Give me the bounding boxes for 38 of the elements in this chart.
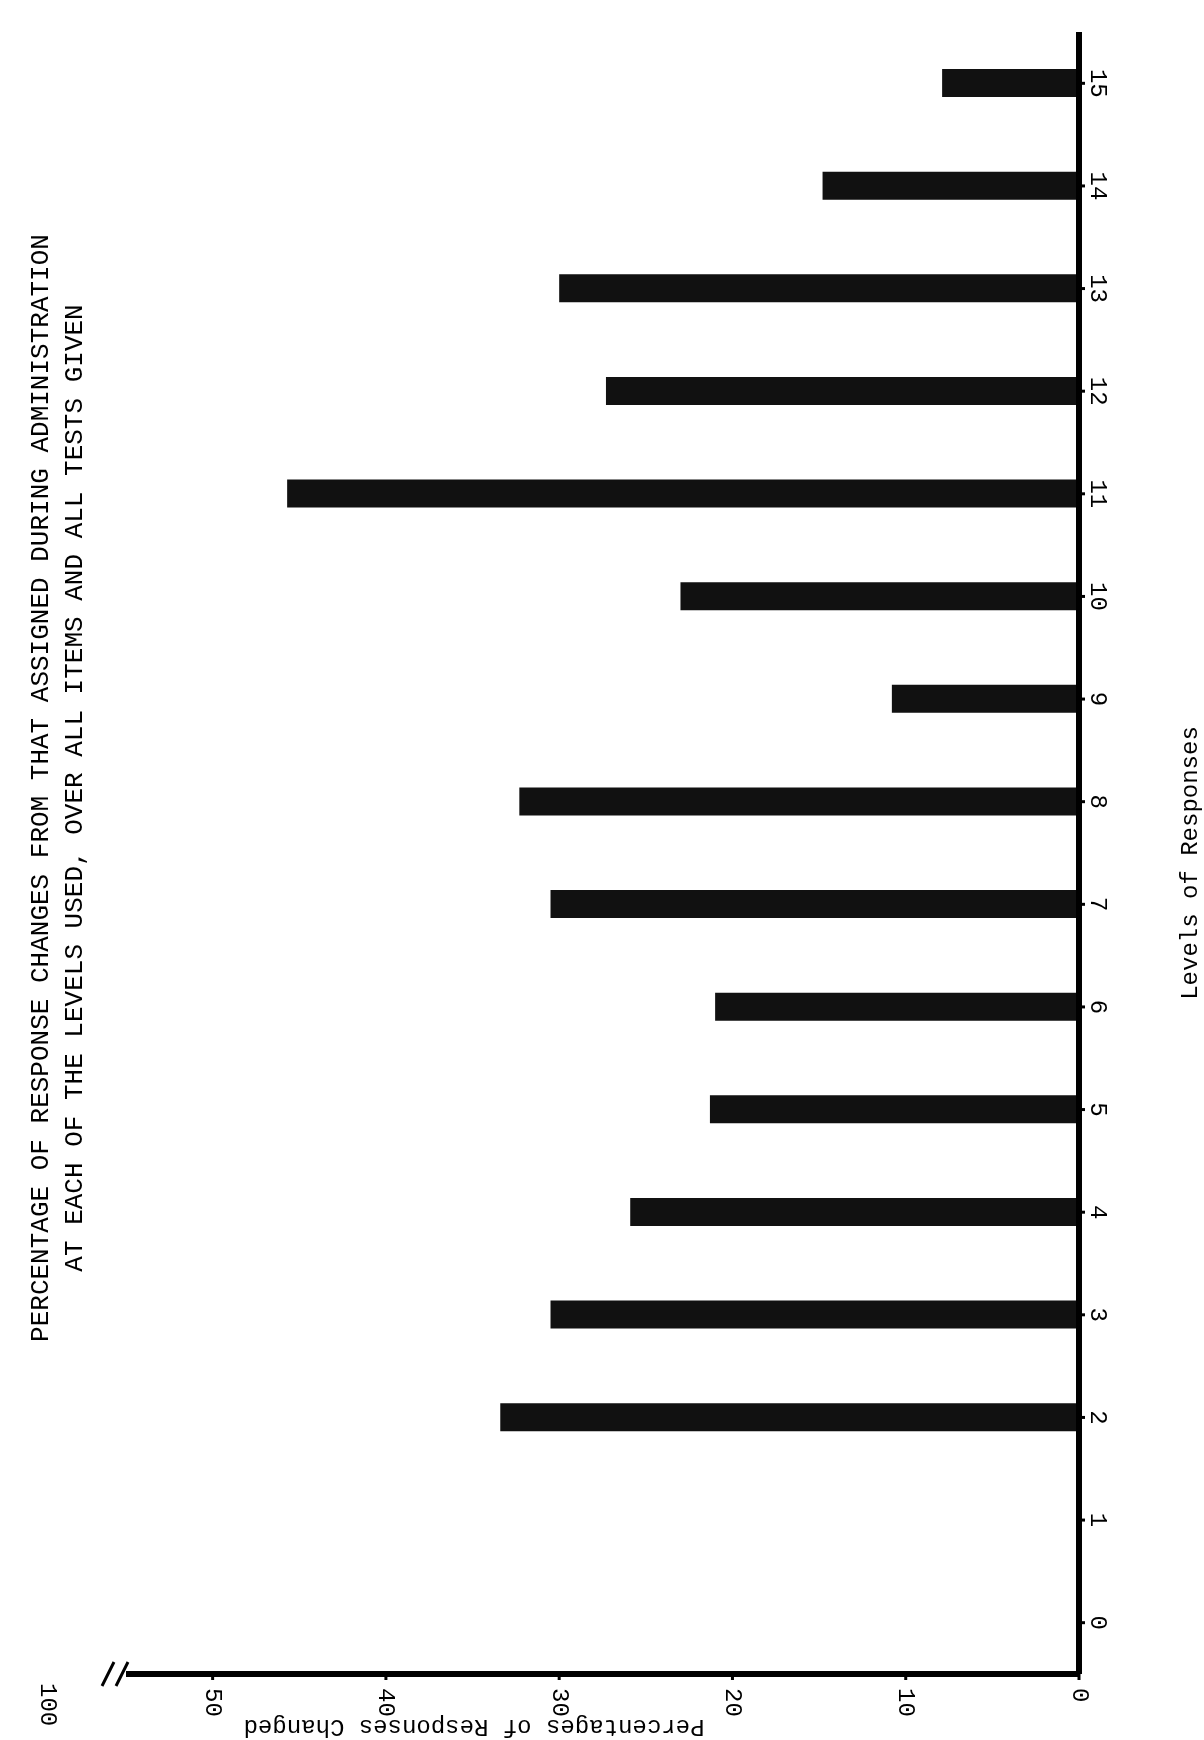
y-tick-label: 9 — [1084, 691, 1111, 707]
y-tick-label: 0 — [1084, 1615, 1111, 1630]
y-tick-label: 10 — [1084, 582, 1111, 611]
bar — [605, 376, 1079, 405]
y-tick-label: 5 — [1084, 1102, 1111, 1117]
y-tick-label: 8 — [1084, 794, 1111, 809]
x-tick-label: 10 — [892, 1688, 920, 1717]
y-tick-label: 2 — [1084, 1410, 1111, 1425]
bar — [550, 890, 1079, 918]
y-tick-label: 14 — [1084, 171, 1111, 201]
bar — [630, 1197, 1079, 1226]
x-tick-label: 40 — [372, 1688, 400, 1717]
y-tick-label: 12 — [1084, 376, 1111, 406]
text: PERCENTAGE OF RESPONSE CHANGES FROM THAT ASSIGNED DURING ADMINISTRATION AT EACH OF THE LEVELS USED, OVER ALL ITEMS AND ALL TESTS GIVEN — [26, 234, 90, 1342]
bar — [680, 582, 1079, 611]
y-tick-label: 15 — [1084, 68, 1111, 98]
text: 100 — [33, 1683, 61, 1727]
y-tick-label: 7 — [1084, 897, 1111, 912]
x-tick-label: 50 — [199, 1688, 227, 1717]
bar — [550, 1300, 1079, 1329]
y-tick-label: 3 — [1084, 1307, 1111, 1323]
bar — [942, 69, 1079, 97]
bar — [715, 992, 1079, 1021]
y-tick-label: 11 — [1084, 479, 1111, 509]
y-axis-title: Levels of Responses — [1176, 726, 1204, 1000]
bar — [519, 787, 1079, 816]
x-tick-label: 0 — [1065, 1688, 1093, 1703]
bar — [822, 171, 1079, 200]
y-tick-label: 1 — [1084, 1512, 1111, 1528]
bar — [891, 684, 1079, 713]
bar — [709, 1095, 1079, 1124]
x-tick-label: 20 — [718, 1688, 746, 1717]
y-tick-label: 4 — [1084, 1204, 1111, 1220]
bar — [287, 479, 1079, 508]
bar — [500, 1403, 1079, 1432]
y-tick-label: 13 — [1084, 274, 1111, 303]
bar — [559, 274, 1079, 303]
y-tick-label: 6 — [1084, 999, 1111, 1015]
